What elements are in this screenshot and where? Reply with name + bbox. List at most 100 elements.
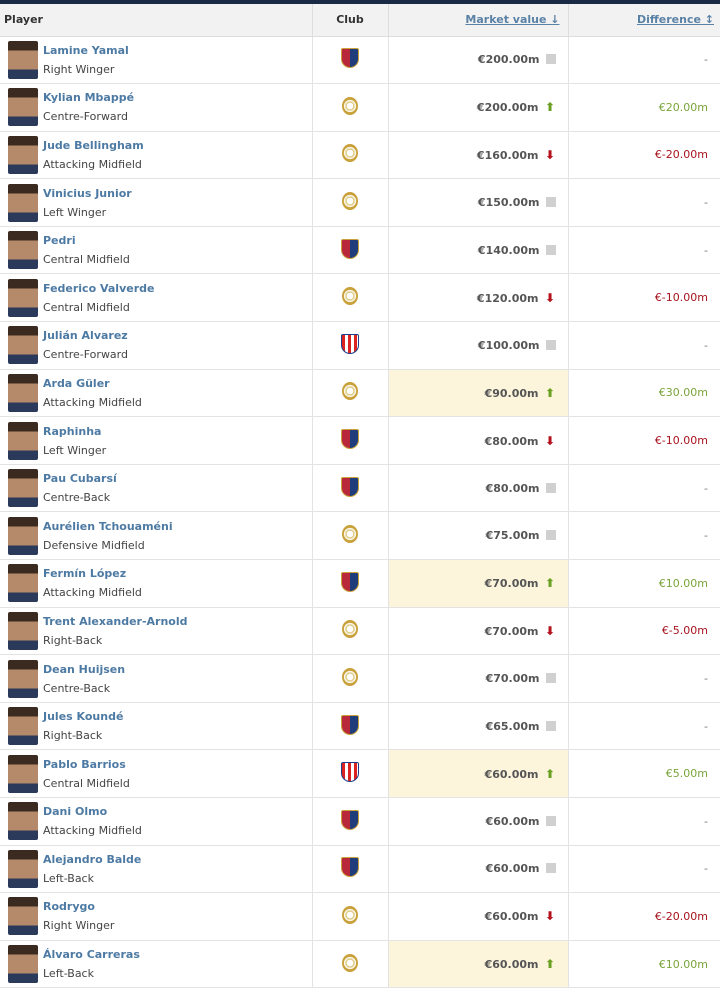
real-madrid-crest-icon[interactable] <box>342 192 358 211</box>
player-cell: Vinicius Junior Left Winger <box>0 178 313 227</box>
real-madrid-crest-icon[interactable] <box>342 287 358 306</box>
player-name-link[interactable]: Dean Huijsen <box>43 662 126 676</box>
player-name-link[interactable]: Rodrygo <box>43 900 95 914</box>
arrow-up-icon: ⬆ <box>544 100 556 115</box>
player-name-link[interactable]: Álvaro Carreras <box>43 948 140 962</box>
player-photo[interactable] <box>8 802 38 841</box>
arrow-up-icon: ⬆ <box>544 576 556 591</box>
player-position: Right Winger <box>43 62 115 76</box>
player-name-link[interactable]: Lamine Yamal <box>43 43 129 57</box>
fc-barcelona-crest-icon[interactable] <box>341 857 359 878</box>
real-madrid-crest-icon[interactable] <box>342 96 358 115</box>
club-cell <box>312 226 389 275</box>
real-madrid-crest-icon[interactable] <box>342 144 358 163</box>
fc-barcelona-crest-icon[interactable] <box>341 238 359 259</box>
fc-barcelona-crest-icon[interactable] <box>341 809 359 830</box>
sort-difference-link[interactable]: Difference ↕ <box>636 13 714 27</box>
club-cell <box>312 321 389 370</box>
market-value: €200.00m <box>476 101 539 115</box>
market-value-cell: €75.00m <box>388 511 569 561</box>
player-name-link[interactable]: Julián Alvarez <box>43 329 128 343</box>
fc-barcelona-crest-icon[interactable] <box>341 571 359 592</box>
player-photo[interactable] <box>8 231 38 270</box>
player-photo[interactable] <box>8 707 38 746</box>
market-value-cell: €80.00m <box>388 464 569 513</box>
real-madrid-crest-icon[interactable] <box>342 620 358 639</box>
player-photo[interactable] <box>8 897 38 936</box>
player-cell: Federico Valverde Central Midfield <box>0 273 313 323</box>
player-name-link[interactable]: Fermín López <box>43 567 127 581</box>
player-position: Attacking Midfield <box>43 157 142 171</box>
player-name-link[interactable]: Aurélien Tchouaméni <box>43 519 173 533</box>
player-name-link[interactable]: Pau Cubarsí <box>43 472 117 486</box>
difference-cell: €-20.00m <box>568 892 720 941</box>
player-photo[interactable] <box>8 40 38 79</box>
player-photo[interactable] <box>8 945 38 984</box>
fc-barcelona-crest-icon[interactable] <box>341 714 359 735</box>
club-cell <box>312 178 389 227</box>
player-photo[interactable] <box>8 659 38 698</box>
arrow-down-icon: ⬇ <box>544 623 556 638</box>
player-position: Central Midfield <box>43 776 130 790</box>
player-cell: Aurélien Tchouaméni Defensive Midfield <box>0 511 313 561</box>
difference-cell: - <box>568 464 720 513</box>
player-name-link[interactable]: Kylian Mbappé <box>43 91 135 105</box>
player-position: Left-Back <box>43 871 94 885</box>
market-value: €160.00m <box>476 148 539 162</box>
player-photo[interactable] <box>8 135 38 174</box>
club-cell <box>312 845 389 894</box>
player-photo[interactable] <box>8 421 38 460</box>
player-name-link[interactable]: Vinicius Junior <box>43 186 132 200</box>
player-cell: Lamine Yamal Right Winger <box>0 36 313 85</box>
real-madrid-crest-icon[interactable] <box>342 905 358 924</box>
player-name-link[interactable]: Trent Alexander-Arnold <box>43 614 188 628</box>
real-madrid-crest-icon[interactable] <box>342 953 358 972</box>
col-difference[interactable]: Difference ↕ <box>568 4 720 37</box>
player-photo[interactable] <box>8 326 38 365</box>
player-name-link[interactable]: Arda Güler <box>43 376 110 390</box>
player-photo[interactable] <box>8 88 38 127</box>
atletico-madrid-crest-icon[interactable] <box>341 333 359 354</box>
player-photo[interactable] <box>8 516 38 555</box>
table-row: Dani Olmo Attacking Midfield €60.00m - <box>0 797 720 846</box>
player-photo[interactable] <box>8 469 38 508</box>
sort-market-value-link[interactable]: Market value ↓ <box>465 13 560 27</box>
player-photo[interactable] <box>8 183 38 222</box>
player-photo[interactable] <box>8 278 38 317</box>
player-name-link[interactable]: Pablo Barrios <box>43 757 126 771</box>
difference-cell: €10.00m <box>568 559 720 608</box>
player-name-link[interactable]: Jude Bellingham <box>43 138 144 152</box>
player-position: Right-Back <box>43 633 103 647</box>
arrow-down-icon: ⬇ <box>544 909 556 924</box>
player-name-link[interactable]: Alejandro Balde <box>43 852 142 866</box>
player-photo[interactable] <box>8 754 38 793</box>
market-value: €75.00m <box>485 529 540 543</box>
market-value: €70.00m <box>484 624 539 638</box>
col-market-value[interactable]: Market value ↓ <box>388 4 569 37</box>
player-position: Centre-Forward <box>43 110 128 124</box>
market-value-cell: €60.00m ⬆ <box>388 749 569 798</box>
fc-barcelona-crest-icon[interactable] <box>341 476 359 497</box>
player-photo[interactable] <box>8 611 38 650</box>
player-position: Attacking Midfield <box>43 395 142 409</box>
player-name-link[interactable]: Federico Valverde <box>43 281 155 295</box>
difference-cell: €30.00m <box>568 369 720 418</box>
real-madrid-crest-icon[interactable] <box>342 525 358 544</box>
player-photo[interactable] <box>8 373 38 412</box>
real-madrid-crest-icon[interactable] <box>342 382 358 401</box>
player-name-link[interactable]: Jules Koundé <box>43 710 124 724</box>
market-value-cell: €60.00m <box>388 845 569 894</box>
player-photo[interactable] <box>8 849 38 888</box>
atletico-madrid-crest-icon[interactable] <box>341 762 359 783</box>
real-madrid-crest-icon[interactable] <box>342 668 358 687</box>
player-name-link[interactable]: Dani Olmo <box>43 805 108 819</box>
player-position: Central Midfield <box>43 253 130 267</box>
fc-barcelona-crest-icon[interactable] <box>341 429 359 450</box>
player-cell: Raphinha Left Winger <box>0 416 313 465</box>
player-position: Right-Back <box>43 729 103 743</box>
player-name-link[interactable]: Raphinha <box>43 424 102 438</box>
fc-barcelona-crest-icon[interactable] <box>341 48 359 69</box>
player-name-link[interactable]: Pedri <box>43 234 76 248</box>
table-row: Dean Huijsen Centre-Back €70.00m - <box>0 654 720 703</box>
player-photo[interactable] <box>8 564 38 603</box>
